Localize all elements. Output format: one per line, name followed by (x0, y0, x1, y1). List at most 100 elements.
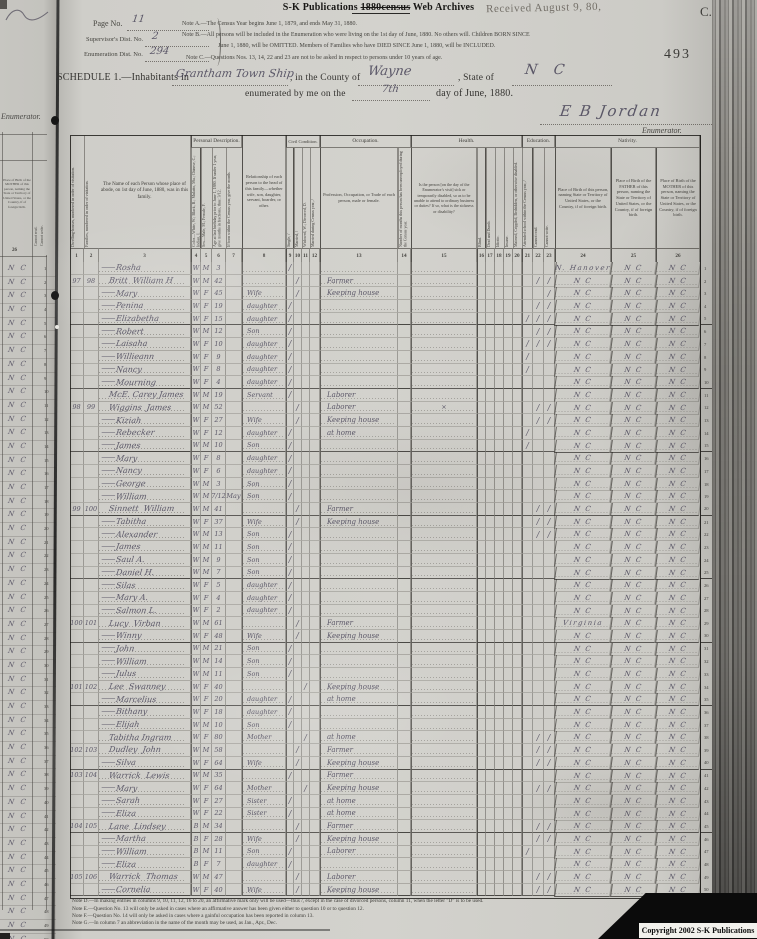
cell-family-no (84, 439, 99, 453)
cell-birth-month (226, 756, 242, 770)
cell-single: / (286, 541, 294, 554)
cell-idiotic (495, 617, 504, 630)
cell-maimed (513, 312, 522, 326)
cell-name: Dudley John (99, 744, 191, 757)
cell-widowed (302, 325, 310, 339)
web-archive-banner: S-K Publications 1880census Web Archives (283, 2, 475, 13)
cell-months-unemployed (398, 883, 411, 897)
cell-attended-school (522, 731, 533, 745)
schedule-title: SCHEDULE 1.—Inhabitants in (57, 72, 190, 83)
cell-single (286, 820, 294, 833)
cell-blind (477, 426, 486, 440)
cell-sickness (411, 363, 477, 377)
cell-single: / (286, 668, 294, 681)
cell-attended-school (522, 477, 533, 491)
cell-family-no: 101 (84, 617, 99, 630)
cell-sex: F (201, 782, 212, 795)
cell-sickness (411, 718, 477, 732)
cell-maimed (513, 528, 522, 542)
cell-birth-month (226, 858, 242, 871)
prev-line-number: 50 (44, 937, 49, 939)
cell-father-birthplace: N C (610, 426, 657, 440)
prev-page-row: N C 44 (0, 852, 62, 866)
cell-father-birthplace: N C (610, 515, 657, 529)
cell-sickness (411, 731, 477, 745)
cell-deaf-dumb (486, 287, 495, 301)
prev-birthplace-value: N C (7, 359, 29, 368)
cell-married: / (294, 744, 302, 757)
cell-father-birthplace: N C (610, 325, 657, 339)
cell-dwelling-no (70, 325, 84, 339)
cell-married-in-year (310, 477, 320, 491)
cell-sex: F (201, 452, 212, 465)
cell-birthplace: N C (554, 490, 612, 504)
line-number: 1 (700, 262, 714, 275)
cell-sex: F (201, 465, 212, 478)
prev-line-number: 11 (44, 402, 49, 408)
cell-attended-school (522, 782, 533, 795)
person-name: Rosha (115, 263, 142, 273)
cell-married (294, 769, 302, 783)
col-number: 18 (495, 248, 504, 262)
prev-page-row: N C 34 (0, 715, 62, 729)
cell-single: / (286, 300, 294, 313)
cell-birth-month (226, 629, 242, 643)
cell-idiotic (495, 325, 504, 339)
prev-line-number: 5 (44, 320, 47, 326)
person-name: Penina (115, 301, 145, 311)
cell-widowed (302, 262, 310, 275)
prev-page-row: N C 29 (0, 646, 62, 660)
cell-age: 27 (212, 414, 226, 427)
cell-widowed (302, 376, 310, 389)
cell-birth-month (226, 731, 242, 745)
cell-birthplace: N C (554, 731, 612, 745)
cell-cannot-read (533, 426, 544, 440)
cell-deaf-dumb (486, 300, 495, 313)
cell-family-no (84, 414, 99, 427)
cell-single: / (286, 794, 294, 808)
cell-married (294, 693, 302, 707)
prev-line-number: 18 (44, 498, 49, 504)
cell-single: / (286, 642, 294, 656)
cell-cannot-write (544, 642, 555, 656)
person-name: Silas (115, 580, 137, 590)
cell-single: / (286, 477, 294, 491)
cell-birthplace: N C (554, 693, 612, 707)
line-number: 49 (700, 871, 714, 884)
cell-sickness (411, 680, 477, 694)
cell-relationship: Son (242, 553, 286, 567)
cell-married (294, 668, 302, 681)
cell-blind (477, 706, 486, 719)
cell-single (286, 617, 294, 630)
cell-idiotic (495, 553, 504, 567)
cell-dwelling-no (70, 756, 84, 770)
cell-attended-school (522, 388, 533, 402)
cell-widowed (302, 693, 310, 707)
cell-dwelling-no (70, 566, 84, 580)
cell-blind (477, 731, 486, 745)
cell-occupation (320, 325, 398, 339)
state-label: , State of (458, 73, 495, 83)
cell-father-birthplace: N C (610, 388, 657, 402)
person-name: Mourning (115, 377, 157, 387)
cell-idiotic (495, 528, 504, 542)
cell-family-no (84, 706, 99, 719)
prev-line-number: 1 (44, 266, 47, 271)
cell-dwelling-no (70, 706, 84, 719)
cell-age: 19 (212, 388, 226, 402)
cell-birthplace: N C (554, 287, 612, 301)
cell-sex: M (201, 566, 212, 580)
cell-sex: F (201, 363, 212, 377)
cell-married (294, 541, 302, 554)
cell-mother-birthplace: N C (655, 706, 701, 719)
cell-widowed: / (302, 680, 310, 694)
cell-cannot-write (544, 604, 555, 618)
cell-color: W (191, 312, 201, 326)
cell-cannot-write (544, 680, 555, 694)
line-number: 21 (700, 515, 714, 529)
cell-dwelling-no (70, 426, 84, 440)
cell-color: W (191, 883, 201, 897)
cell-widowed: / (302, 782, 310, 795)
cell-birthplace: N C (554, 503, 612, 516)
cell-color: W (191, 477, 201, 491)
